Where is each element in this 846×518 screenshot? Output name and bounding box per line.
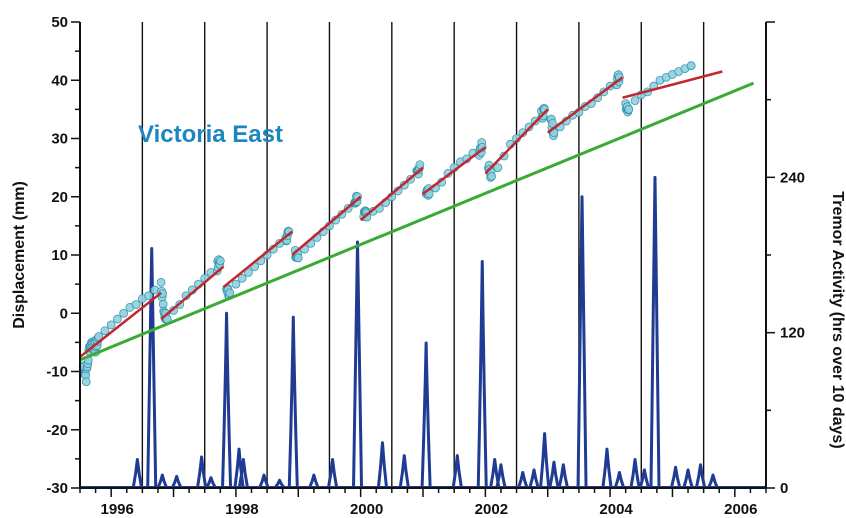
tremor-spike (156, 473, 168, 488)
x-tick-label: 2002 (475, 501, 508, 518)
y-tick-label: 30 (51, 131, 68, 148)
tremor-spike (695, 463, 706, 488)
tremor-spike (221, 311, 233, 488)
segment-fit-line (79, 291, 162, 358)
gps-point (493, 163, 503, 173)
y-tick-label: 10 (51, 247, 68, 264)
y2-axis-title: Tremor Activity (hrs over 10 days) (829, 191, 846, 448)
x-tick-label: 1996 (100, 501, 133, 518)
tremor-spike (398, 454, 410, 488)
tremor-spike (131, 458, 143, 488)
segment-fit-line (222, 230, 293, 289)
y2-tick-label: 0 (780, 480, 788, 497)
tremor-spike (376, 441, 388, 488)
axes (71, 21, 775, 497)
tick-labels: 1996 1998 2000 2002 2004 2006 -30 -20 -10 0 10 20 30… (46, 14, 805, 518)
y-tick-label: 50 (51, 14, 68, 31)
tremor-spike (517, 470, 529, 488)
gps-point (487, 171, 497, 181)
tremor-spike (237, 458, 249, 488)
gps-point (231, 279, 241, 289)
gps-point (237, 273, 247, 283)
gps-point (94, 332, 104, 341)
tremor-spike (557, 463, 569, 488)
segment-fit-line (622, 70, 723, 99)
gps-point (548, 118, 557, 128)
x-tick-label: 2000 (350, 501, 383, 518)
tremor-spike (601, 447, 613, 488)
tremor-spike (196, 455, 208, 488)
tremor-spike (495, 463, 507, 488)
gps-point (131, 300, 141, 309)
segment-fit-line (422, 146, 487, 195)
gps-points (78, 61, 696, 387)
gps-point (686, 61, 696, 71)
tremor-spike (327, 458, 339, 488)
tremor-spike (146, 247, 158, 488)
gps-point (156, 277, 166, 287)
x-tick-label: 1998 (225, 501, 258, 518)
y2-tick-label: 240 (780, 169, 805, 186)
y-tick-label: 0 (60, 305, 68, 322)
tremor-spike (258, 473, 270, 488)
gps-point (630, 96, 640, 106)
segment-fit-line (291, 195, 362, 256)
tremor-spike (476, 259, 488, 488)
segment-fits (79, 70, 723, 358)
y-tick-label: -10 (46, 364, 68, 381)
gps-point (144, 291, 154, 301)
tremor-spike (308, 473, 320, 488)
tremor-spike (629, 458, 641, 488)
gps-point (81, 377, 91, 387)
x-tick-label: 2006 (724, 501, 757, 518)
segment-fit-line (546, 76, 624, 134)
x-tick-label: 2004 (599, 501, 633, 518)
tremor-spike (638, 468, 650, 488)
y-tick-label: -20 (46, 422, 68, 439)
gps-point (106, 320, 116, 330)
gps-point (100, 326, 110, 336)
tremor-spike (274, 478, 285, 488)
y-tick-label: -30 (46, 480, 68, 497)
tremor-spike (528, 468, 540, 488)
tremor-spike (420, 341, 432, 488)
event-lines (141, 22, 705, 488)
y-tick-label: 40 (51, 72, 68, 89)
background-trend-line (79, 81, 755, 362)
tremor-series (80, 175, 766, 488)
tremor-spike (576, 195, 588, 488)
tremor-spike (205, 476, 217, 488)
tremor-spike (649, 175, 661, 488)
y-tick-label: 20 (51, 189, 68, 206)
tremor-spike (171, 474, 183, 488)
gps-point (293, 253, 303, 263)
tremor-spike (451, 454, 463, 488)
tremor-spike (539, 432, 551, 488)
tremor-spike (682, 468, 694, 488)
tremor-spike (548, 460, 560, 488)
annotation-label: Victoria East (138, 121, 283, 148)
tremor-spike (707, 473, 719, 488)
y-axis-title: Displacement (mm) (11, 181, 28, 329)
gps-point (215, 256, 225, 266)
tremor-spike (670, 465, 682, 488)
y2-tick-label: 120 (780, 325, 805, 342)
tremor-spike (287, 315, 299, 488)
segment-fit-line (160, 265, 225, 321)
background-trend (79, 81, 755, 362)
tremor-spike (614, 470, 625, 488)
tremor-spike (352, 240, 364, 488)
segment-fit-line (484, 108, 549, 175)
gps-point (624, 104, 634, 114)
gps-point (119, 308, 129, 318)
segment-fit-line (359, 166, 424, 222)
gps-point (113, 314, 122, 324)
